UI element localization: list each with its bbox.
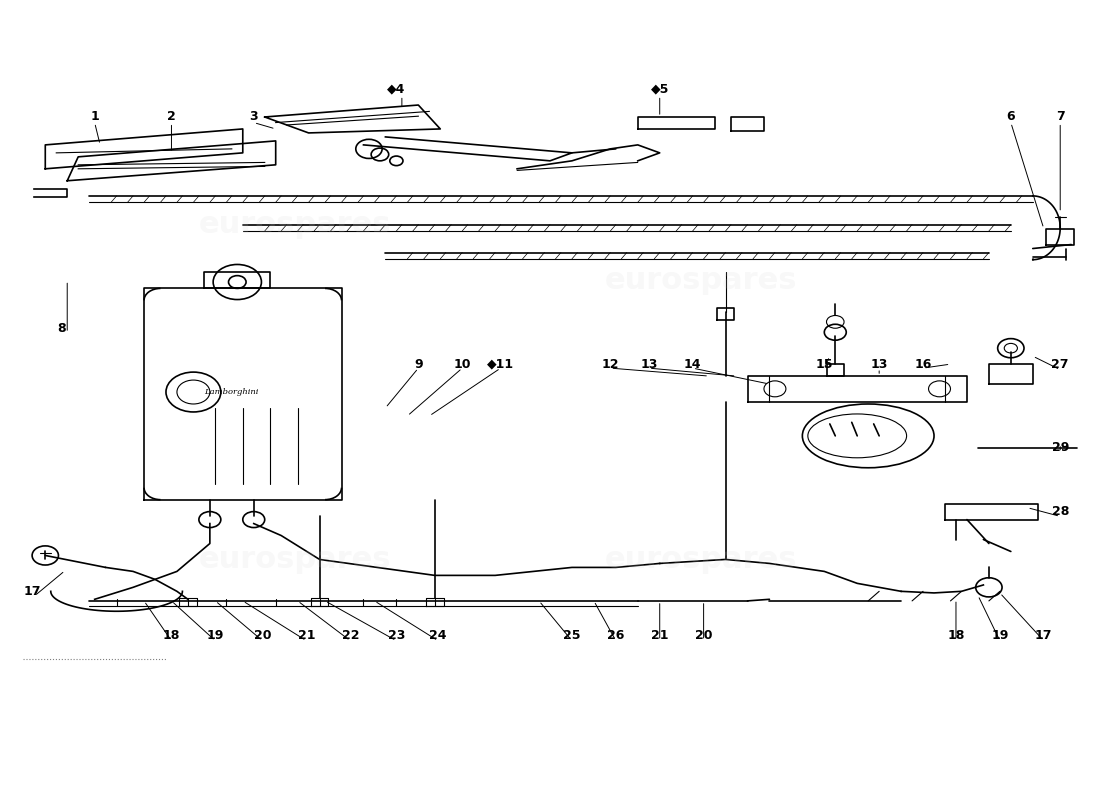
- Text: 19: 19: [991, 629, 1009, 642]
- Text: 12: 12: [602, 358, 619, 370]
- Text: 25: 25: [563, 629, 581, 642]
- Text: 13: 13: [640, 358, 658, 370]
- Text: 26: 26: [607, 629, 625, 642]
- Text: 8: 8: [57, 322, 66, 334]
- Text: 29: 29: [1052, 442, 1069, 454]
- Text: 6: 6: [1006, 110, 1015, 123]
- Text: 13: 13: [870, 358, 888, 370]
- Text: 22: 22: [342, 629, 359, 642]
- Text: 21: 21: [298, 629, 316, 642]
- Text: 23: 23: [387, 629, 405, 642]
- Text: 24: 24: [429, 629, 447, 642]
- Text: eurospares: eurospares: [605, 266, 797, 295]
- Text: 27: 27: [1052, 358, 1069, 370]
- Text: 16: 16: [914, 358, 932, 370]
- Text: 21: 21: [651, 629, 669, 642]
- Text: 17: 17: [23, 585, 41, 598]
- Text: 1: 1: [90, 110, 99, 123]
- Text: 9: 9: [414, 358, 422, 370]
- Text: 19: 19: [207, 629, 224, 642]
- Text: 20: 20: [695, 629, 713, 642]
- Text: 3: 3: [250, 110, 258, 123]
- Text: 14: 14: [684, 358, 702, 370]
- Text: 17: 17: [1035, 629, 1053, 642]
- Text: ◆11: ◆11: [487, 358, 514, 370]
- Text: 28: 28: [1052, 505, 1069, 518]
- Text: eurospares: eurospares: [605, 545, 797, 574]
- Text: 10: 10: [453, 358, 471, 370]
- Text: ◆5: ◆5: [650, 82, 669, 95]
- Text: 20: 20: [254, 629, 272, 642]
- Text: ◆4: ◆4: [387, 82, 406, 95]
- Text: 2: 2: [167, 110, 176, 123]
- Text: 18: 18: [163, 629, 180, 642]
- Text: 15: 15: [815, 358, 833, 370]
- Text: 18: 18: [947, 629, 965, 642]
- Text: 7: 7: [1056, 110, 1065, 123]
- Text: eurospares: eurospares: [199, 545, 392, 574]
- Text: Lamborghini: Lamborghini: [205, 388, 258, 396]
- Text: eurospares: eurospares: [199, 210, 392, 239]
